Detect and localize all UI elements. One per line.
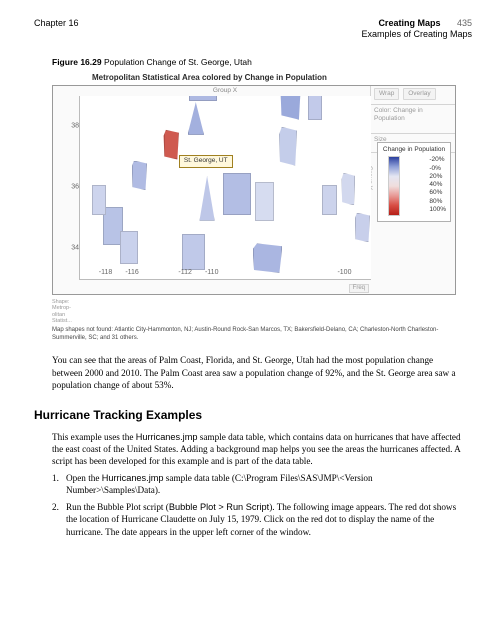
map-region[interactable] [188, 102, 205, 135]
legend-tick: 100% [429, 206, 446, 214]
map-region[interactable] [199, 176, 214, 221]
figure-label: Figure 16.29 [52, 57, 102, 67]
map-region[interactable] [120, 231, 138, 264]
x-tick: -112 [178, 266, 192, 280]
legend-title: Change in Population [382, 146, 446, 154]
map-region[interactable] [255, 182, 274, 221]
shape-axis-label: Shape: Metrop- olitan Statist... [52, 297, 92, 324]
map-region[interactable] [132, 161, 147, 191]
legend: Change in Population -20%-0%20%40%60%80%… [377, 142, 451, 222]
map-tooltip: St. George, UT [179, 155, 233, 167]
body-paragraph-2: This example uses the Hurricanes.jmp sam… [52, 431, 462, 468]
chapter-label: Chapter 16 [34, 18, 79, 41]
map-region[interactable] [253, 243, 283, 273]
y-tick: 36 [53, 184, 82, 193]
map-region[interactable] [322, 185, 337, 215]
y-tick: 34 [53, 245, 82, 254]
map-region[interactable] [164, 130, 179, 160]
x-tick: -116 [125, 266, 139, 280]
overlay-button[interactable]: Overlay [403, 88, 435, 99]
section-heading: Hurricane Tracking Examples [34, 408, 472, 423]
map-region[interactable] [279, 127, 297, 166]
map-footnote: Map shapes not found: Atlantic City-Hamm… [52, 327, 456, 342]
plot-area[interactable]: St. George, UT [79, 96, 371, 280]
x-tick: -110 [205, 266, 219, 280]
header-subtitle: Examples of Creating Maps [361, 29, 472, 39]
freq-button[interactable]: Freq [349, 284, 369, 294]
wrap-button[interactable]: Wrap [374, 88, 399, 99]
legend-tick: 20% [429, 173, 446, 181]
map-region[interactable] [189, 96, 218, 101]
map-chart: Group X Wrap Overlay Color: Change in Po… [52, 85, 456, 295]
map-region[interactable] [182, 234, 205, 270]
map-region[interactable] [280, 96, 301, 119]
list-step: 1.Open the Hurricanes.jmp sample data ta… [52, 472, 462, 497]
map-region[interactable] [92, 185, 106, 215]
body-paragraph-1: You can see that the areas of Palm Coast… [52, 354, 462, 391]
color-label: Color: Change in Population [371, 105, 455, 134]
x-tick: -100 [337, 266, 351, 280]
map-region[interactable] [355, 213, 370, 243]
list-step: 2.Run the Bubble Plot script (Bubble Plo… [52, 501, 462, 538]
header-title: Creating Maps [378, 18, 440, 28]
map-region[interactable] [223, 173, 250, 215]
legend-tick: 60% [429, 189, 446, 197]
page-number: 435 [457, 18, 472, 28]
legend-tick: 80% [429, 198, 446, 206]
x-tick: -118 [99, 266, 113, 280]
figure-caption: Population Change of St. George, Utah [104, 57, 252, 67]
legend-tick: -0% [429, 165, 446, 173]
chart-title: Metropolitan Statistical Area colored by… [92, 73, 456, 83]
legend-colorbar [388, 156, 400, 216]
y-tick: 38 [53, 122, 82, 131]
legend-tick: 40% [429, 181, 446, 189]
map-region[interactable] [308, 96, 322, 119]
legend-tick: -20% [429, 156, 446, 164]
map-region[interactable] [341, 173, 355, 206]
